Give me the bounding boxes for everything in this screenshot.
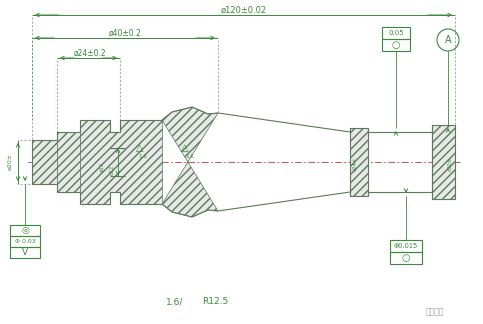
- Text: ○: ○: [402, 253, 410, 263]
- Text: 0.05: 0.05: [388, 30, 404, 36]
- Polygon shape: [350, 128, 368, 196]
- Text: 1.6: 1.6: [185, 154, 194, 158]
- Bar: [382, 27, 410, 39]
- Text: ø20±: ø20±: [8, 154, 13, 170]
- Text: 1.6: 1.6: [139, 154, 147, 158]
- Text: R12.5: R12.5: [202, 297, 228, 307]
- Polygon shape: [432, 125, 455, 199]
- Bar: [10, 236, 40, 247]
- Text: ø15: ø15: [99, 162, 104, 172]
- Text: ○: ○: [392, 40, 400, 50]
- Text: 海越科技: 海越科技: [426, 307, 444, 317]
- Text: ø24±0.2: ø24±0.2: [74, 49, 106, 57]
- Polygon shape: [32, 140, 57, 184]
- Bar: [10, 247, 40, 258]
- Text: ò24±: ò24±: [353, 157, 357, 171]
- Text: ◎: ◎: [21, 226, 29, 235]
- Text: Φ0.015: Φ0.015: [394, 243, 418, 249]
- Text: ø40±0.2: ø40±0.2: [109, 29, 142, 38]
- Text: ø120±0.02: ø120±0.02: [221, 6, 267, 15]
- Bar: [382, 39, 410, 51]
- Polygon shape: [162, 107, 218, 217]
- Text: Φ 0.03: Φ 0.03: [14, 239, 35, 244]
- Text: ò30±: ò30±: [448, 157, 453, 171]
- Bar: [390, 252, 422, 264]
- Text: A: A: [445, 35, 451, 45]
- Polygon shape: [57, 132, 80, 192]
- Bar: [390, 240, 422, 252]
- Text: ò12: ò12: [110, 165, 114, 175]
- Polygon shape: [80, 120, 162, 204]
- Text: △: △: [136, 143, 144, 153]
- Text: V: V: [22, 248, 28, 257]
- Bar: [10, 225, 40, 236]
- Text: 1.6/: 1.6/: [166, 297, 184, 307]
- Text: △: △: [181, 143, 189, 153]
